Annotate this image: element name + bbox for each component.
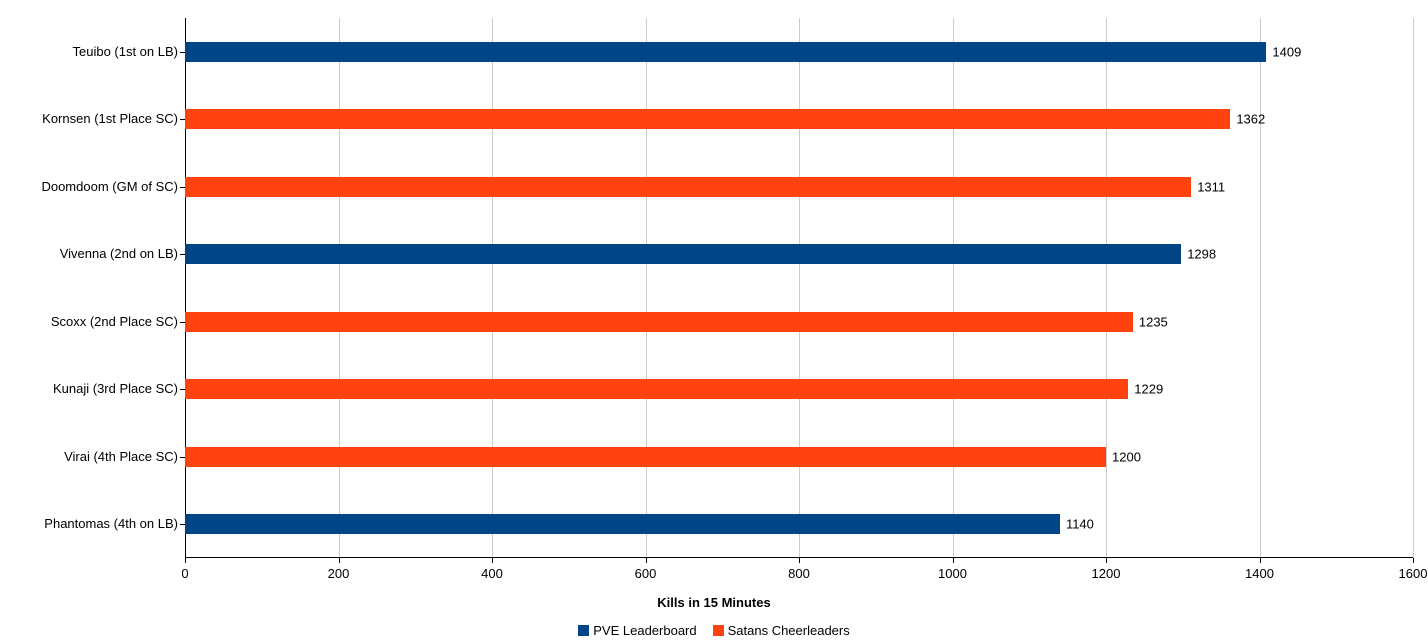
y-category-label: Kunaji (3rd Place SC) [53, 381, 178, 396]
y-tick-mark [180, 322, 185, 323]
y-category-label: Doomdoom (GM of SC) [41, 179, 178, 194]
x-gridline [492, 18, 493, 558]
x-tick-label: 0 [181, 566, 188, 581]
x-tick-mark [646, 558, 647, 563]
x-gridline [1413, 18, 1414, 558]
x-tick-mark [799, 558, 800, 563]
x-gridline [185, 18, 186, 558]
bar [185, 244, 1181, 264]
x-gridline [1260, 18, 1261, 558]
x-tick-label: 600 [635, 566, 657, 581]
legend-swatch [713, 625, 724, 636]
y-tick-mark [180, 389, 185, 390]
x-tick-label: 1600 [1399, 566, 1428, 581]
x-tick-label: 1400 [1245, 566, 1274, 581]
x-gridline [799, 18, 800, 558]
x-tick-label: 1000 [938, 566, 967, 581]
plot-area [185, 18, 1413, 558]
bar [185, 514, 1060, 534]
y-category-label: Kornsen (1st Place SC) [42, 111, 178, 126]
x-gridline [1106, 18, 1107, 558]
x-tick-mark [1413, 558, 1414, 563]
x-tick-mark [492, 558, 493, 563]
x-gridline [339, 18, 340, 558]
x-tick-label: 200 [328, 566, 350, 581]
y-category-label: Virai (4th Place SC) [64, 449, 178, 464]
bar [185, 379, 1128, 399]
y-tick-mark [180, 187, 185, 188]
x-gridline [646, 18, 647, 558]
chart-wrapper: Kills in 15 Minutes PVE Leaderboard Satan… [0, 0, 1428, 641]
x-axis-title: Kills in 15 Minutes [0, 595, 1428, 610]
bar-value-label: 1229 [1134, 382, 1163, 397]
x-tick-label: 400 [481, 566, 503, 581]
y-tick-mark [180, 119, 185, 120]
x-tick-mark [1260, 558, 1261, 563]
legend-label: PVE Leaderboard [593, 623, 696, 638]
x-tick-mark [953, 558, 954, 563]
y-tick-mark [180, 457, 185, 458]
y-category-label: Teuibo (1st on LB) [72, 44, 178, 59]
bar-value-label: 1362 [1236, 112, 1265, 127]
y-category-label: Scoxx (2nd Place SC) [51, 314, 178, 329]
legend: PVE Leaderboard Satans Cheerleaders [0, 622, 1428, 638]
y-tick-mark [180, 52, 185, 53]
legend-item: Satans Cheerleaders [713, 622, 850, 638]
y-tick-mark [180, 524, 185, 525]
y-category-label: Phantomas (4th on LB) [44, 516, 178, 531]
bar-value-label: 1200 [1112, 449, 1141, 464]
bar-value-label: 1311 [1197, 179, 1225, 194]
x-tick-mark [185, 558, 186, 563]
bar [185, 109, 1230, 129]
bar [185, 447, 1106, 467]
bar [185, 177, 1191, 197]
legend-label: Satans Cheerleaders [728, 623, 850, 638]
x-tick-label: 1200 [1092, 566, 1121, 581]
legend-swatch [578, 625, 589, 636]
x-tick-mark [339, 558, 340, 563]
bar-value-label: 1140 [1066, 517, 1094, 532]
x-tick-mark [1106, 558, 1107, 563]
legend-item: PVE Leaderboard [578, 622, 696, 638]
bar [185, 42, 1266, 62]
y-category-label: Vivenna (2nd on LB) [60, 246, 178, 261]
bar-value-label: 1298 [1187, 247, 1216, 262]
x-gridline [953, 18, 954, 558]
bar [185, 312, 1133, 332]
y-tick-mark [180, 254, 185, 255]
bar-value-label: 1235 [1139, 314, 1168, 329]
x-tick-label: 800 [788, 566, 810, 581]
bar-value-label: 1409 [1272, 44, 1301, 59]
